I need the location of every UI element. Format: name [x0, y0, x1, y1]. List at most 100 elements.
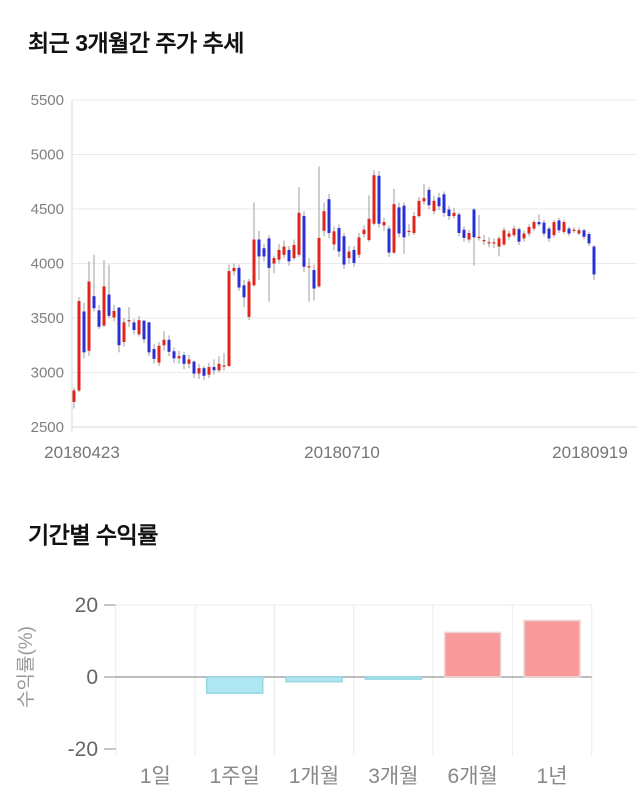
candle-body-down: [287, 249, 291, 262]
candle-body-up: [157, 345, 161, 363]
candle-body-down: [107, 294, 111, 316]
y-tick-label: 2500: [31, 419, 64, 436]
candle-body-down: [447, 209, 451, 217]
candle-body-down: [582, 230, 586, 237]
candle-body-up: [497, 238, 501, 247]
candle-body-up: [222, 365, 226, 367]
candle-body-down: [267, 238, 271, 268]
candle-body-up: [277, 249, 281, 260]
candle-body-up: [552, 222, 556, 236]
candle-body-down: [212, 367, 216, 371]
candle-body-up: [102, 286, 106, 326]
candle-body-down: [302, 216, 306, 267]
candle-body-up: [562, 222, 566, 232]
y-tick-label: 0: [86, 666, 98, 689]
category-label: 1일: [140, 765, 171, 788]
x-tick-label: 20180919: [552, 443, 628, 462]
candle-body-down: [517, 229, 521, 242]
candle-body-up: [77, 301, 81, 391]
y-tick-label: 3000: [31, 365, 64, 382]
y-tick-label: 5500: [31, 92, 64, 109]
candle-body-up: [332, 231, 336, 245]
candle-body-up: [317, 237, 321, 287]
candle-body-up: [207, 367, 211, 375]
y-tick-label: 4500: [31, 201, 64, 218]
candle-body-up: [512, 228, 516, 236]
candle-body-up: [492, 242, 496, 244]
candle-body-up: [527, 226, 531, 234]
candle-body-up: [577, 230, 581, 234]
y-tick-label: 3500: [31, 310, 64, 327]
x-tick-label: 20180710: [304, 443, 380, 462]
candle-body-up: [87, 281, 91, 351]
candle-body-up: [112, 310, 116, 318]
candle-body-up: [502, 230, 506, 245]
candle-body-down: [202, 368, 206, 376]
candle-body-up: [407, 230, 411, 232]
category-label: 1년: [537, 765, 568, 788]
candle-body-up: [487, 242, 491, 244]
candle-body-down: [437, 197, 441, 207]
candle-body-down: [537, 222, 541, 225]
candle-body-down: [587, 234, 591, 244]
candle-body-up: [232, 267, 236, 272]
candle-body-down: [567, 228, 571, 234]
candle-body-down: [167, 339, 171, 352]
candle-body-up: [252, 239, 256, 286]
candle-body-down: [472, 209, 476, 238]
candle-body-down: [132, 322, 136, 330]
candle-body-up: [422, 198, 426, 202]
candle-body-down: [342, 236, 346, 265]
candle-body-up: [477, 236, 481, 238]
candle-body-down: [377, 175, 381, 224]
candle-body-up: [467, 232, 471, 240]
candle-body-up: [362, 229, 366, 235]
price-trend-title: 최근 3개월간 주가 추세: [28, 30, 244, 56]
candle-body-up: [367, 218, 371, 241]
bar-positive: [443, 631, 502, 678]
category-label: 1개월: [289, 765, 339, 788]
price-trend-chart: 5500 5000 4500 4000 3500 3000 2500 20180423 2018…: [31, 92, 637, 462]
candle-body-up: [357, 237, 361, 255]
candle-body-down: [462, 229, 466, 238]
candle-body-up: [177, 356, 181, 359]
candle-body-up: [272, 258, 276, 264]
y-tick-label: -20: [68, 738, 98, 761]
candle-body-down: [427, 189, 431, 206]
candle-body-up: [162, 339, 166, 346]
candle-body-up: [227, 271, 231, 366]
candle-body-up: [127, 320, 131, 322]
candle-body-down: [97, 310, 101, 327]
candle-body-up: [372, 175, 376, 224]
y-tick-label: 5000: [31, 147, 64, 164]
candle-body-up: [532, 222, 536, 229]
candle-body-down: [117, 307, 121, 346]
y-axis-label: 수익률(%): [15, 626, 37, 708]
candle-body-up: [307, 266, 311, 268]
candle-body-up: [292, 244, 296, 259]
y-tick-label: 4000: [31, 256, 64, 273]
candle-body-down: [242, 285, 246, 298]
candle-body-up: [347, 251, 351, 259]
category-label: 3개월: [368, 765, 418, 788]
candle-body-down: [592, 246, 596, 275]
candle-body-up: [382, 222, 386, 226]
candle-body-up: [187, 359, 191, 364]
candle-body-down: [142, 320, 146, 340]
candle-body-down: [92, 296, 96, 309]
candle-body-down: [192, 361, 196, 374]
candle-body-down: [172, 351, 176, 359]
candle-body-up: [72, 390, 76, 402]
candle-body-up: [392, 204, 396, 253]
candle-body-up: [137, 320, 141, 335]
returns-bar-chart: 20 0 -20 수익률(%) 1일 1주일 1개월 3개월 6개월 1년: [15, 594, 593, 788]
candle-body-down: [557, 220, 561, 231]
category-label: 6개월: [448, 765, 498, 788]
candle-body-down: [397, 207, 401, 234]
bar-positive: [523, 619, 581, 678]
candle-body-up: [122, 322, 126, 342]
candle-body-down: [337, 228, 341, 252]
candle-body-up: [197, 368, 201, 374]
candle-body-up: [482, 240, 486, 242]
